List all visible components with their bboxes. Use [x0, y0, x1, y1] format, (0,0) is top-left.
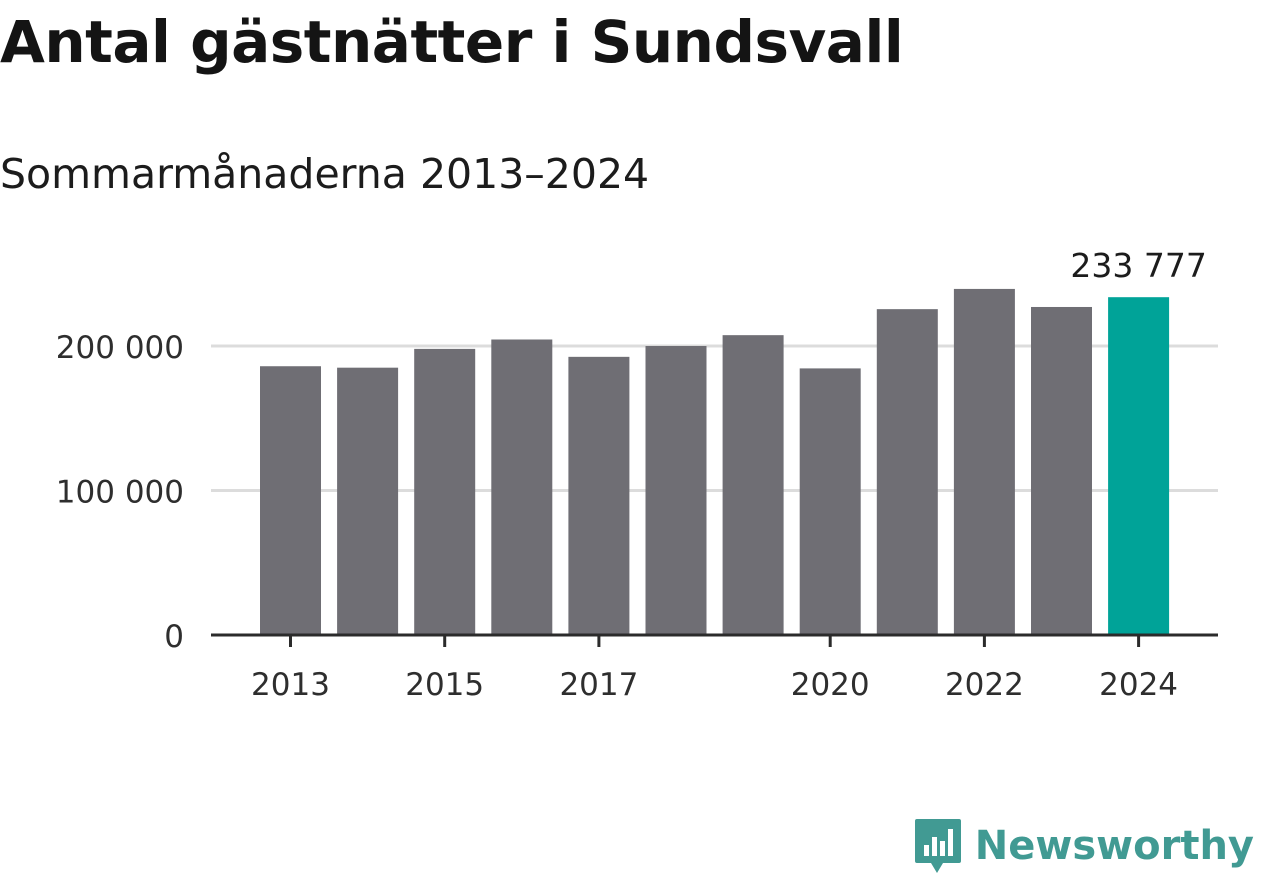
chart-subtitle: Sommarmånaderna 2013–2024: [0, 150, 650, 198]
x-tick-label: 2020: [791, 667, 870, 703]
bar: [1108, 297, 1170, 635]
bars: [260, 288, 1170, 635]
bar: [876, 309, 938, 635]
data-label: 233 777: [1070, 246, 1206, 285]
bar: [260, 366, 321, 635]
x-axis: [211, 633, 1218, 647]
y-tick-label: 0: [164, 619, 184, 655]
bar: [722, 335, 784, 635]
newsworthy-logo: Newsworthy: [913, 817, 1254, 875]
x-tick-label: 2015: [405, 667, 484, 703]
bar: [799, 368, 861, 635]
chart-title: Antal gästnätter i Sundsvall: [0, 8, 904, 76]
x-tick-label: 2024: [1099, 667, 1178, 703]
bar: [491, 339, 553, 635]
bar: [337, 367, 399, 635]
newsworthy-logo-text: Newsworthy: [974, 823, 1254, 869]
bar: [645, 346, 707, 635]
bar: [414, 348, 476, 635]
x-tick-label: 2013: [251, 667, 330, 703]
bar: [1031, 306, 1092, 635]
bar: [953, 288, 1015, 635]
y-tick-label: 200 000: [56, 330, 184, 366]
x-tick-label: 2017: [559, 667, 638, 703]
newsworthy-logo-icon: [913, 817, 963, 875]
y-tick-label: 100 000: [56, 475, 184, 511]
x-tick-label: 2022: [945, 667, 1024, 703]
tick-labels: 0 100 000 200 000 2013 2015 2017 2020 2022 2024 2…: [56, 246, 1207, 703]
bar: [568, 356, 630, 635]
